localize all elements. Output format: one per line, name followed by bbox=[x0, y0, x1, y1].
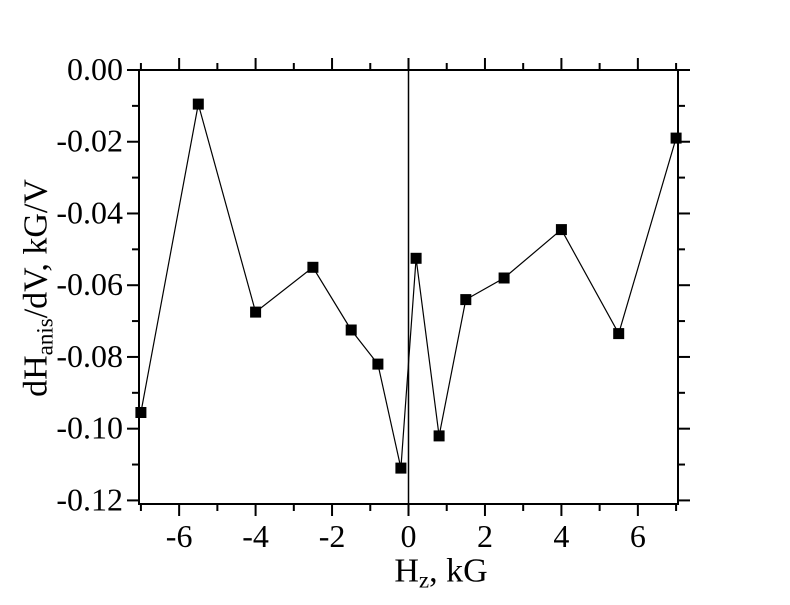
data-point-marker bbox=[555, 224, 567, 236]
data-point-marker bbox=[307, 261, 319, 273]
x-axis-title-subscript: z bbox=[418, 567, 430, 593]
y-axis-title-subscript: anis bbox=[32, 318, 58, 356]
x-tick-label: 2 bbox=[477, 518, 493, 554]
y-tick-label: -0.06 bbox=[56, 266, 123, 302]
data-point-marker bbox=[250, 306, 262, 318]
x-tick-label: 0 bbox=[401, 518, 417, 554]
x-axis-title-main: H bbox=[394, 552, 419, 590]
y-tick-label: -0.04 bbox=[56, 194, 123, 230]
data-point-marker bbox=[498, 272, 510, 284]
x-tick-label: -4 bbox=[242, 518, 269, 554]
data-point-marker bbox=[135, 407, 147, 418]
data-line bbox=[140, 103, 677, 469]
y-tick-label: -0.08 bbox=[56, 338, 123, 374]
x-tick-label: 4 bbox=[553, 518, 569, 554]
x-axis-title-units: , kG bbox=[429, 552, 488, 590]
data-point-marker bbox=[433, 430, 445, 442]
y-tick-label: -0.02 bbox=[56, 123, 123, 159]
y-tick-label: -0.10 bbox=[56, 410, 123, 446]
x-tick-label: 6 bbox=[630, 518, 646, 554]
y-axis-title-main: dH bbox=[17, 355, 55, 397]
data-point-marker bbox=[460, 294, 472, 306]
data-point-marker bbox=[410, 252, 422, 264]
y-tick-label: 0.00 bbox=[67, 51, 123, 87]
data-point-marker bbox=[670, 132, 682, 144]
y-tick-label: -0.12 bbox=[56, 481, 123, 517]
data-point-marker bbox=[395, 462, 407, 474]
data-point-marker bbox=[372, 358, 384, 370]
data-point-marker bbox=[345, 324, 357, 336]
data-point-marker bbox=[192, 98, 204, 110]
x-tick-label: -6 bbox=[166, 518, 193, 554]
data-point-marker bbox=[613, 328, 625, 340]
x-tick-label: -2 bbox=[319, 518, 346, 554]
y-axis-title: dHanis/dV, kG/V bbox=[17, 179, 58, 397]
y-axis-title-units: /dV, kG/V bbox=[17, 179, 55, 319]
x-axis-title: Hz, kG bbox=[394, 552, 488, 593]
